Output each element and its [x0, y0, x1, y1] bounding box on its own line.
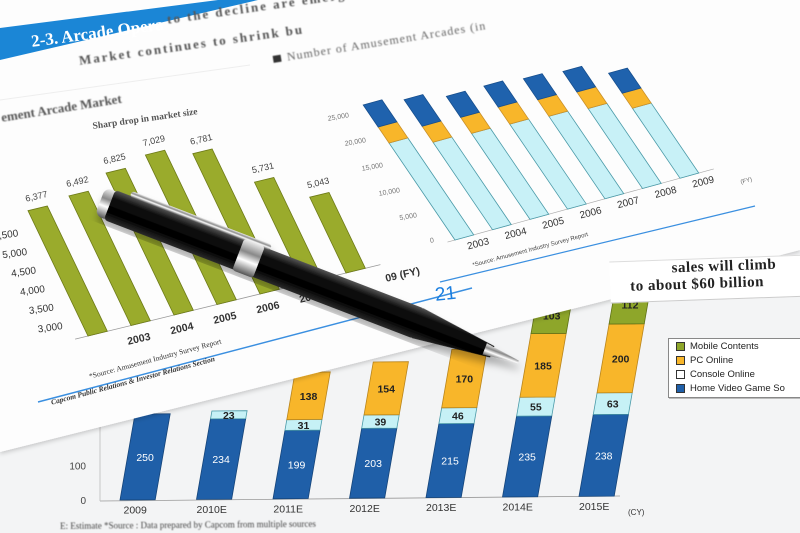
segment-value-label: 23 — [223, 410, 235, 422]
x-tick-label: 2005 — [212, 310, 238, 327]
x-tick-label: 2007 — [616, 195, 641, 211]
legend-item-console: Console Online — [669, 367, 800, 381]
header-banner — [0, 0, 258, 60]
x-tick-label: 2013E — [426, 502, 456, 514]
segment-value-label: 200 — [612, 353, 630, 365]
pen-ring — [233, 239, 265, 278]
x-tick-label: 2006 — [579, 205, 604, 221]
divider-line — [439, 205, 756, 283]
legend-swatch — [676, 355, 685, 365]
bar-segment — [119, 413, 171, 501]
y-tick-label: 20,000 — [344, 137, 366, 148]
x-tick-label: 2004 — [504, 226, 529, 242]
legend-swatch — [676, 341, 685, 351]
pen-body — [104, 191, 424, 338]
legend-item-pc: PC Online — [669, 353, 800, 367]
segment-value-label: 138 — [300, 391, 318, 403]
y-tick-label: 0 — [429, 237, 434, 245]
segment-value-label: 203 — [364, 458, 382, 470]
segment-value-label: 46 — [452, 411, 464, 423]
bar-segment — [607, 67, 642, 94]
legend-label: Mobile Contents — [690, 340, 759, 352]
x-tick-label: 2003 — [466, 236, 491, 252]
pen-tip — [482, 343, 519, 363]
legend-label: Console Online — [690, 368, 755, 380]
bar — [27, 205, 108, 337]
x-tick-label: 2011E — [273, 503, 303, 515]
y-tick-label: 3,500 — [28, 302, 55, 316]
bottom-x-unit: (CY) — [628, 508, 645, 517]
bar-value-label: 6,781 — [189, 132, 213, 147]
segment-value-label: 185 — [534, 360, 552, 372]
bar — [68, 190, 151, 326]
pen-clip — [130, 191, 272, 250]
x-tick-label: 2014E — [503, 502, 533, 514]
y-tick-label: 25,000 — [327, 112, 349, 123]
bar-segment — [363, 361, 409, 416]
x-tick-label: 2012E — [350, 503, 380, 515]
legend-label: PC Online — [690, 354, 734, 366]
segment-value-label: 199 — [288, 459, 306, 471]
y-tick-label: 4,500 — [10, 265, 37, 279]
bar-segment — [483, 80, 518, 108]
x-tick-label: 2005 — [541, 216, 566, 232]
pen-cone — [411, 308, 495, 358]
y-tick-label: 5,000 — [2, 247, 29, 261]
bar-value-label: 6,377 — [24, 189, 48, 204]
legend: Mobile Contents PC Online Console Online… — [668, 338, 800, 398]
segment-value-label: 238 — [595, 450, 613, 462]
x-tick-label: 2009 — [691, 174, 716, 190]
legend-item-mobile: Mobile Contents — [669, 339, 800, 353]
segment-value-label: 235 — [518, 451, 536, 463]
bar-segment — [403, 94, 442, 127]
segment-value-label: 31 — [298, 420, 310, 432]
x-tick-label: 2015E — [579, 501, 609, 513]
bar-value-label: 7,029 — [142, 133, 166, 148]
bar-segment — [562, 65, 597, 93]
bar-value-label: 6,825 — [102, 151, 126, 166]
segment-value-label: 63 — [607, 399, 619, 411]
legend-swatch — [676, 383, 685, 393]
x-tick-label: 2003 — [126, 331, 152, 348]
x-tick-label: 2004 — [169, 320, 195, 337]
legend-item-home: Home Video Game So — [669, 381, 800, 395]
bar-value-label: 5,043 — [306, 175, 330, 190]
bar-segment — [522, 73, 558, 101]
bar-segment — [362, 99, 398, 128]
legend-label: Home Video Game So — [690, 382, 785, 394]
y-tick-label: 100 — [69, 462, 86, 473]
segment-value-label: 170 — [456, 373, 474, 385]
y-tick-label: 4,000 — [19, 284, 46, 298]
segment-value-label: 154 — [377, 383, 395, 395]
y-tick-label: 0 — [80, 496, 86, 507]
x-tick-label: 2008 — [654, 185, 679, 201]
x-tick-label: 2009 — [124, 505, 148, 517]
segment-value-label: 39 — [375, 417, 387, 429]
x-tick-label: 2010E — [197, 504, 227, 516]
bar-segment — [286, 371, 331, 421]
y-tick-label: 5,000 — [399, 212, 418, 222]
bar-segment — [210, 410, 248, 420]
bar-segment — [445, 90, 481, 118]
y-tick-label: 5,500 — [0, 228, 19, 242]
segment-value-label: 215 — [441, 455, 459, 467]
segment-value-label: 55 — [530, 402, 542, 414]
bar — [309, 191, 366, 274]
y-tick-label: 3,000 — [37, 321, 64, 335]
y-tick-label: 15,000 — [361, 162, 383, 173]
bar-value-label: 6,492 — [65, 174, 89, 189]
y-tick-label: 10,000 — [378, 187, 400, 198]
paper-edge — [0, 64, 251, 101]
segment-value-label: 250 — [136, 452, 154, 464]
bar-value-label: 5,731 — [251, 160, 275, 175]
legend-swatch — [676, 369, 685, 379]
x-tick-label: 2006 — [255, 299, 281, 316]
segment-value-label: 234 — [212, 454, 230, 466]
